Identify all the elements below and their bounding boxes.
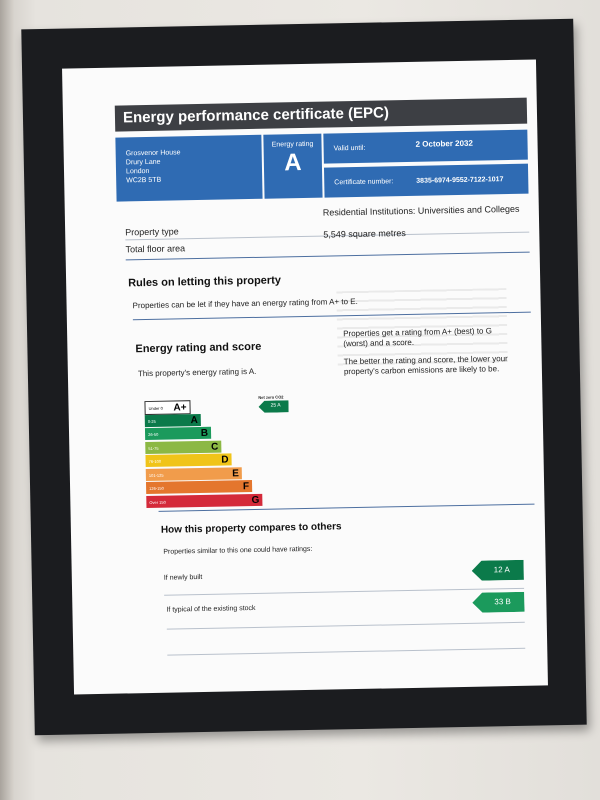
divider	[125, 251, 530, 261]
current-rating-arrow	[258, 400, 289, 413]
scale-band-b: 26-50 B	[144, 426, 212, 441]
floor-area-value: 5,549 square metres	[323, 228, 406, 240]
certificate-number-value: 3835-6974-9552-7122-1017	[416, 176, 504, 185]
divider	[166, 621, 525, 630]
divider	[167, 647, 526, 656]
existing-stock-marker: 33 B	[472, 591, 525, 613]
comparison-intro: Properties similar to this one could hav…	[163, 545, 313, 556]
newly-built-marker: 12 A	[471, 559, 524, 581]
divider	[164, 587, 525, 596]
floor-area-label: Total floor area	[125, 243, 186, 255]
scale-band-range: 76-100	[148, 458, 162, 464]
existing-stock-label: If typical of the existing stock	[166, 604, 256, 614]
scale-band-d: 76-100 D	[145, 453, 232, 468]
existing-stock-value: 33 B	[494, 597, 511, 607]
energy-rating-label: Energy rating	[271, 140, 314, 149]
scale-band-g: Over 150 G	[146, 493, 263, 508]
scale-band-range: 126-150	[149, 485, 164, 491]
scale-band-range: 51-75	[148, 445, 159, 451]
comparison-heading: How this property compares to others	[160, 521, 342, 536]
valid-until-box: Valid until: 2 October 2032	[323, 129, 528, 164]
energy-rating-scale: Under 0 A+ 0-25 A 26-50 B 51-75 C 76-100 D 101-125…	[62, 59, 536, 508]
rules-text: Properties can be let if they have an en…	[132, 296, 358, 311]
scale-band-letter: B	[200, 427, 209, 439]
energy-rating-value: A	[283, 149, 302, 177]
scale-band-letter: F	[242, 481, 250, 493]
address-block: Grosvenor House Drury Lane London WC2B 5…	[115, 134, 263, 202]
scale-band-letter: D	[221, 454, 229, 466]
energy-rating-heading: Energy rating and score	[135, 340, 262, 356]
scale-band-letter: A+	[173, 402, 187, 414]
certificate-title-bar: Energy performance certificate (EPC)	[114, 97, 528, 132]
scale-band-letter: G	[251, 494, 260, 506]
energy-rating-box: Energy rating A	[263, 133, 323, 199]
valid-until-label: Valid until:	[333, 144, 366, 153]
picture-frame: Energy performance certificate (EPC) Gro…	[21, 18, 587, 736]
valid-until-value: 2 October 2032	[415, 138, 474, 149]
property-type-value: Residential Institutions: Universities a…	[322, 203, 520, 218]
rating-explainer-2b: property's carbon emissions are likely t…	[343, 364, 500, 377]
scale-band-c: 51-75 C	[145, 440, 222, 454]
rating-statement: This property's energy rating is A.	[137, 366, 257, 379]
scale-band-e: 101-125 E	[145, 466, 242, 481]
wall-edge	[0, 0, 14, 800]
scale-band-range: Over 150	[149, 499, 166, 505]
rules-heading: Rules on letting this property	[128, 274, 282, 290]
scale-band-range: Under 0	[148, 405, 163, 411]
certificate-number-label: Certificate number:	[334, 178, 394, 187]
current-rating-text: 25 A	[270, 402, 281, 409]
net-zero-label: Net zero CO2	[258, 394, 284, 400]
rating-explainer-1b: (worst) and a score.	[343, 337, 415, 349]
address-line-1: Grosvenor House	[125, 149, 181, 158]
address-line-4: WC2B 5TB	[126, 176, 162, 185]
scale-band-letter: A	[190, 414, 198, 426]
scale-band-letter: C	[210, 441, 219, 453]
existing-stock-arrow	[472, 591, 525, 613]
newly-built-arrow	[471, 559, 524, 581]
current-rating-marker: 25 A	[258, 400, 289, 413]
certificate-title: Energy performance certificate (EPC)	[122, 104, 390, 127]
property-type-label: Property type	[125, 226, 179, 238]
scale-band-range: 101-125	[148, 472, 164, 478]
newly-built-label: If newly built	[163, 573, 203, 582]
scale-band-a: 0-25 A	[144, 413, 201, 427]
epc-certificate: Energy performance certificate (EPC) Gro…	[62, 59, 548, 695]
scale-band-range: 26-50	[148, 431, 159, 438]
scale-band-range: 0-25	[147, 418, 156, 424]
certificate-number-box: Certificate number: 3835-6974-9552-7122-…	[323, 163, 529, 198]
scale-band-letter: E	[232, 467, 239, 479]
newly-built-value: 12 A	[493, 565, 510, 575]
scale-band-f: 126-150 F	[145, 480, 253, 495]
